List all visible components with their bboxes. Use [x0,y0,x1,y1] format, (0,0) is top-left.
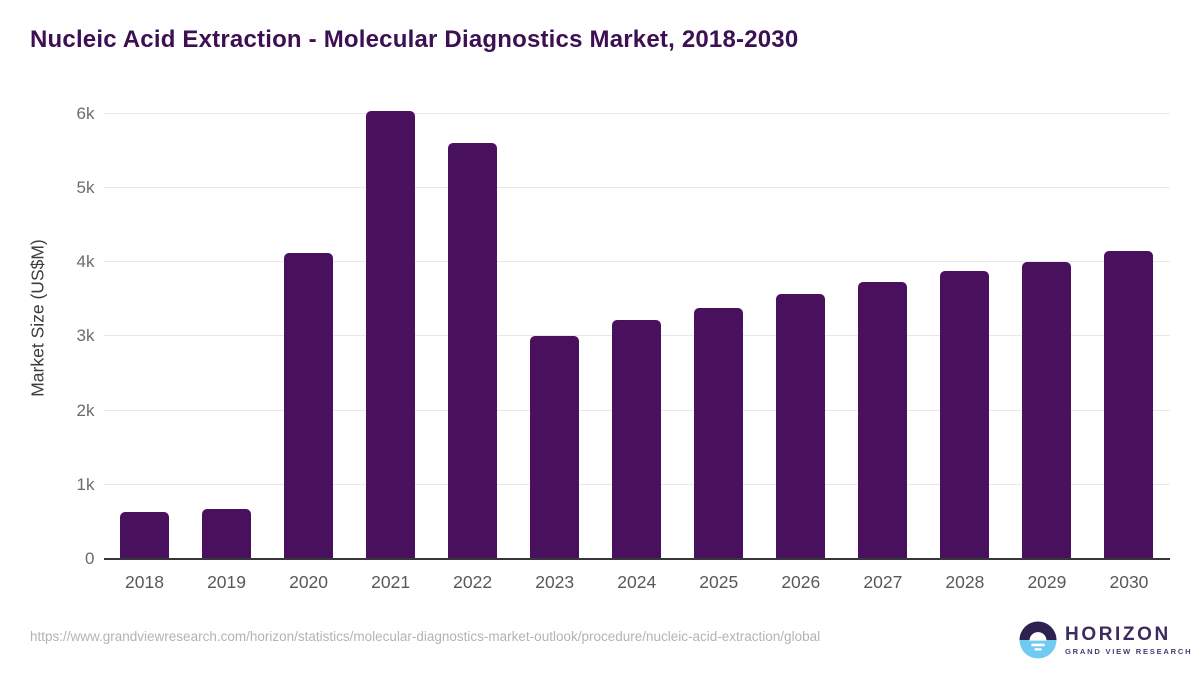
logo-subbrand-label: GRAND VIEW RESEARCH [1065,646,1193,656]
x-tick-label-2028: 2028 [945,572,985,592]
bar-2024[interactable] [612,320,662,559]
horizon-logo[interactable]: HORIZON GRAND VIEW RESEARCH [1019,621,1192,659]
source-url[interactable]: https://www.grandviewresearch.com/horizo… [30,629,821,644]
x-tick-label-2018: 2018 [125,572,164,592]
x-tick-label-2030: 2030 [1109,572,1149,592]
y-tick-label-4k: 4k [76,252,95,272]
bar-2019[interactable] [202,508,252,559]
horizon-logo-text: HORIZON GRAND VIEW RESEARCH [1065,625,1192,656]
y-tick-label-0: 0 [85,549,95,568]
bar-2023[interactable] [530,335,580,559]
bar-2025[interactable] [694,307,744,559]
x-tick-label-2025: 2025 [699,572,739,592]
x-tick-label-2021: 2021 [371,572,411,592]
y-tick-label-2k: 2k [76,400,95,420]
x-axis-line [103,557,1170,560]
x-tick-label-2024: 2024 [617,572,657,592]
bar-2029[interactable] [1022,261,1072,559]
y-tick-label-1k: 1k [76,474,95,494]
gridline-5k [103,187,1170,188]
y-tick-label-5k: 5k [76,178,95,197]
bar-2021[interactable] [366,111,416,559]
horizon-logo-icon [1019,621,1057,659]
bar-2020[interactable] [284,252,334,559]
y-tick-label-3k: 3k [76,326,95,346]
gridline-6k [103,112,1170,114]
y-tick-label-6k: 6k [76,103,95,123]
bar-2022[interactable] [448,142,498,559]
bar-2018[interactable] [120,511,170,559]
x-tick-label-2029: 2029 [1027,572,1067,592]
x-tick-label-2026: 2026 [781,572,821,592]
chart-title: Nucleic Acid Extraction - Molecular Diag… [30,26,799,53]
gridline-4k [103,261,1170,263]
x-tick-label-2020: 2020 [289,572,329,592]
bar-2026[interactable] [776,294,826,559]
bar-2030[interactable] [1104,251,1154,559]
bar-2028[interactable] [940,271,990,559]
x-tick-label-2027: 2027 [863,572,903,592]
logo-brand-label: HORIZON [1065,623,1171,645]
x-tick-label-2019: 2019 [207,572,246,592]
bar-2027[interactable] [858,282,908,559]
x-tick-label-2022: 2022 [453,572,493,592]
x-tick-label-2023: 2023 [535,572,575,592]
